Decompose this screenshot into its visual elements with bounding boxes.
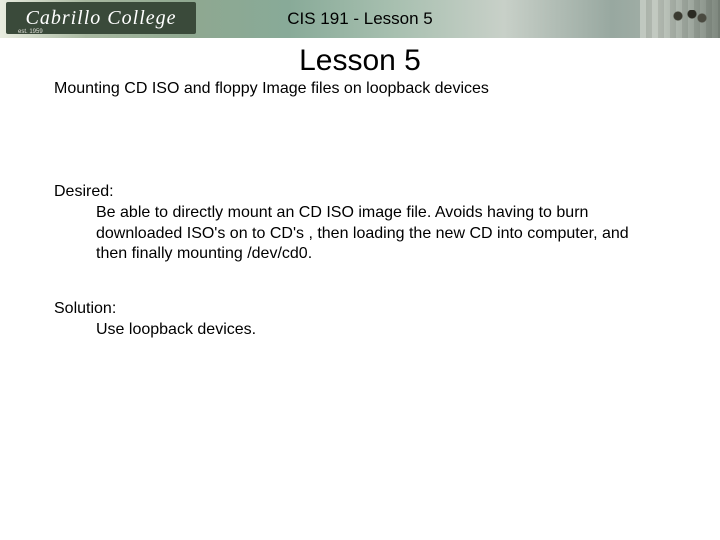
page-title: Lesson 5 xyxy=(0,44,720,78)
banner-photo xyxy=(640,0,720,38)
desired-text: Be able to directly mount an CD ISO imag… xyxy=(54,203,660,265)
solution-label: Solution: xyxy=(54,299,660,320)
solution-block: Solution: Use loopback devices. xyxy=(0,299,720,341)
desired-label: Desired: xyxy=(54,182,660,203)
desired-block: Desired: Be able to directly mount an CD… xyxy=(0,182,720,265)
solution-text: Use loopback devices. xyxy=(54,320,660,341)
header-banner: Cabrillo College est. 1959 CIS 191 - Les… xyxy=(0,0,720,38)
page-subtitle: Mounting CD ISO and floppy Image files o… xyxy=(0,80,720,98)
banner-title: CIS 191 - Lesson 5 xyxy=(0,9,720,29)
logo-subtext: est. 1959 xyxy=(18,29,43,35)
